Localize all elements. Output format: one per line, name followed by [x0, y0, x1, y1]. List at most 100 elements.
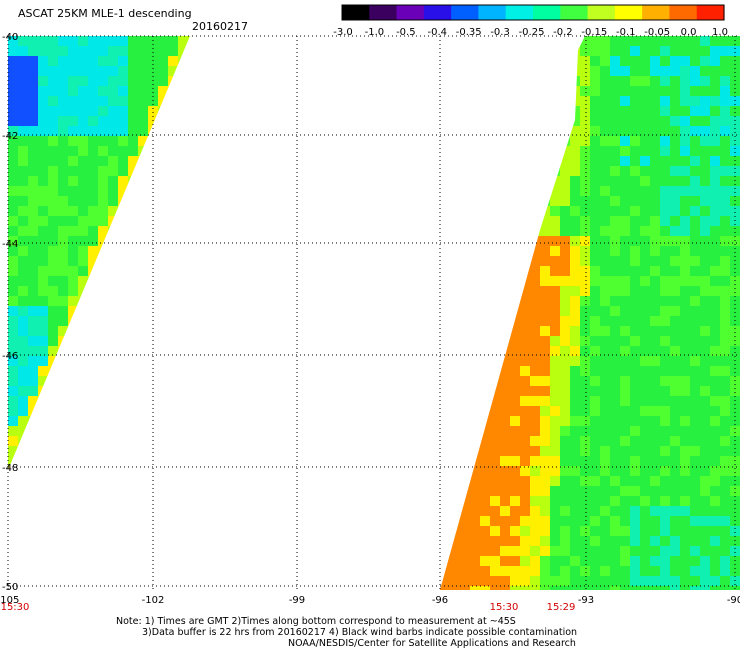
swath-pixel — [28, 276, 38, 286]
swath-pixel — [168, 136, 178, 146]
swath-pixel — [28, 396, 38, 406]
swath-pixel — [580, 476, 590, 486]
swath-pixel — [98, 96, 108, 106]
swath-pixel — [700, 446, 710, 456]
swath-pixel — [710, 66, 720, 76]
swath-pixel — [710, 226, 720, 236]
swath-pixel — [540, 576, 550, 586]
swath-pixel — [480, 276, 490, 286]
swath-pixel — [690, 326, 700, 336]
swath-pixel — [480, 226, 490, 236]
swath-pixel — [510, 66, 520, 76]
swath-pixel — [78, 466, 88, 470]
swath-pixel — [158, 266, 168, 276]
swath-pixel — [158, 396, 168, 406]
swath-pixel — [690, 386, 700, 396]
swath-pixel — [680, 396, 690, 406]
swath-pixel — [570, 316, 580, 326]
swath-pixel — [8, 356, 18, 366]
swath-pixel — [620, 426, 630, 436]
swath-pixel — [490, 206, 500, 216]
swath-pixel — [128, 366, 138, 376]
swath-pixel — [580, 146, 590, 156]
latitude-labels: -40-42-44-46-48-50 — [2, 32, 18, 593]
swath-pixel — [480, 546, 490, 556]
swath-pixel — [108, 96, 118, 106]
swath-pixel — [158, 466, 168, 470]
swath-pixel — [530, 266, 540, 276]
swath-pixel — [440, 386, 450, 396]
swath-pixel — [580, 246, 590, 256]
swath-pixel — [88, 426, 98, 436]
swath-pixel — [570, 226, 580, 236]
swath-pixel — [68, 216, 78, 226]
swath-pixel — [640, 486, 650, 496]
swath-pixel — [450, 326, 460, 336]
swath-pixel — [450, 476, 460, 486]
swath-pixel — [138, 396, 148, 406]
swath-pixel — [580, 416, 590, 426]
swath-pixel — [88, 156, 98, 166]
swath-pixel — [560, 56, 570, 66]
swath-pixel — [128, 246, 138, 256]
swath-pixel — [650, 446, 660, 456]
swath-pixel — [68, 116, 78, 126]
swath-pixel — [650, 66, 660, 76]
swath-pixel — [78, 376, 88, 386]
swath-pixel — [58, 446, 68, 456]
swath-pixel — [480, 156, 490, 166]
swath-pixel — [58, 176, 68, 186]
swath-pixel — [720, 416, 730, 426]
swath-pixel — [78, 46, 88, 56]
swath-pixel — [690, 476, 700, 486]
swath-pixel — [158, 446, 168, 456]
swath-pixel — [58, 466, 68, 470]
swath-pixel — [620, 296, 630, 306]
swath-pixel — [480, 506, 490, 516]
swath-pixel — [640, 196, 650, 206]
swath-pixel — [118, 126, 128, 136]
swath-pixel — [520, 356, 530, 366]
swath-pixel — [680, 516, 690, 526]
swath-pixel — [58, 136, 68, 146]
swath-pixel — [430, 346, 440, 356]
swath-pixel — [690, 216, 700, 226]
swath-pixel — [660, 356, 670, 366]
swath-pixel — [610, 526, 620, 536]
swath-pixel — [98, 346, 108, 356]
swath-pixel — [118, 456, 128, 466]
swath-pixel — [430, 476, 440, 486]
swath-pixel — [430, 406, 440, 416]
swath-pixel — [148, 106, 158, 116]
swath-pixel — [580, 46, 590, 56]
swath-pixel — [8, 266, 18, 276]
swath-pixel — [630, 206, 640, 216]
swath-pixel — [8, 316, 18, 326]
swath-pixel — [188, 36, 190, 46]
swath-pixel — [670, 406, 680, 416]
swath-pixel — [710, 316, 720, 326]
swath-pixel — [118, 116, 128, 126]
swath-pixel — [550, 296, 560, 306]
swath-pixel — [168, 66, 178, 76]
swath-pixel — [610, 296, 620, 306]
swath-pixel — [610, 326, 620, 336]
swath-pixel — [720, 126, 730, 136]
swath-pixel — [188, 406, 190, 416]
swath-pixel — [38, 136, 48, 146]
swath-pixel — [700, 206, 710, 216]
swath-pixel — [18, 126, 28, 136]
swath-pixel — [450, 36, 460, 46]
swath-pixel — [570, 246, 580, 256]
swath-pixel — [460, 56, 470, 66]
swath-pixel — [640, 576, 650, 586]
swath-pixel — [440, 216, 450, 226]
swath-pixel — [38, 36, 48, 46]
swath-pixel — [78, 176, 88, 186]
swath-pixel — [88, 66, 98, 76]
swath-pixel — [700, 266, 710, 276]
swath-pixel — [470, 366, 480, 376]
swath-pixel — [630, 296, 640, 306]
swath-pixel — [440, 456, 450, 466]
swath-pixel — [580, 76, 590, 86]
